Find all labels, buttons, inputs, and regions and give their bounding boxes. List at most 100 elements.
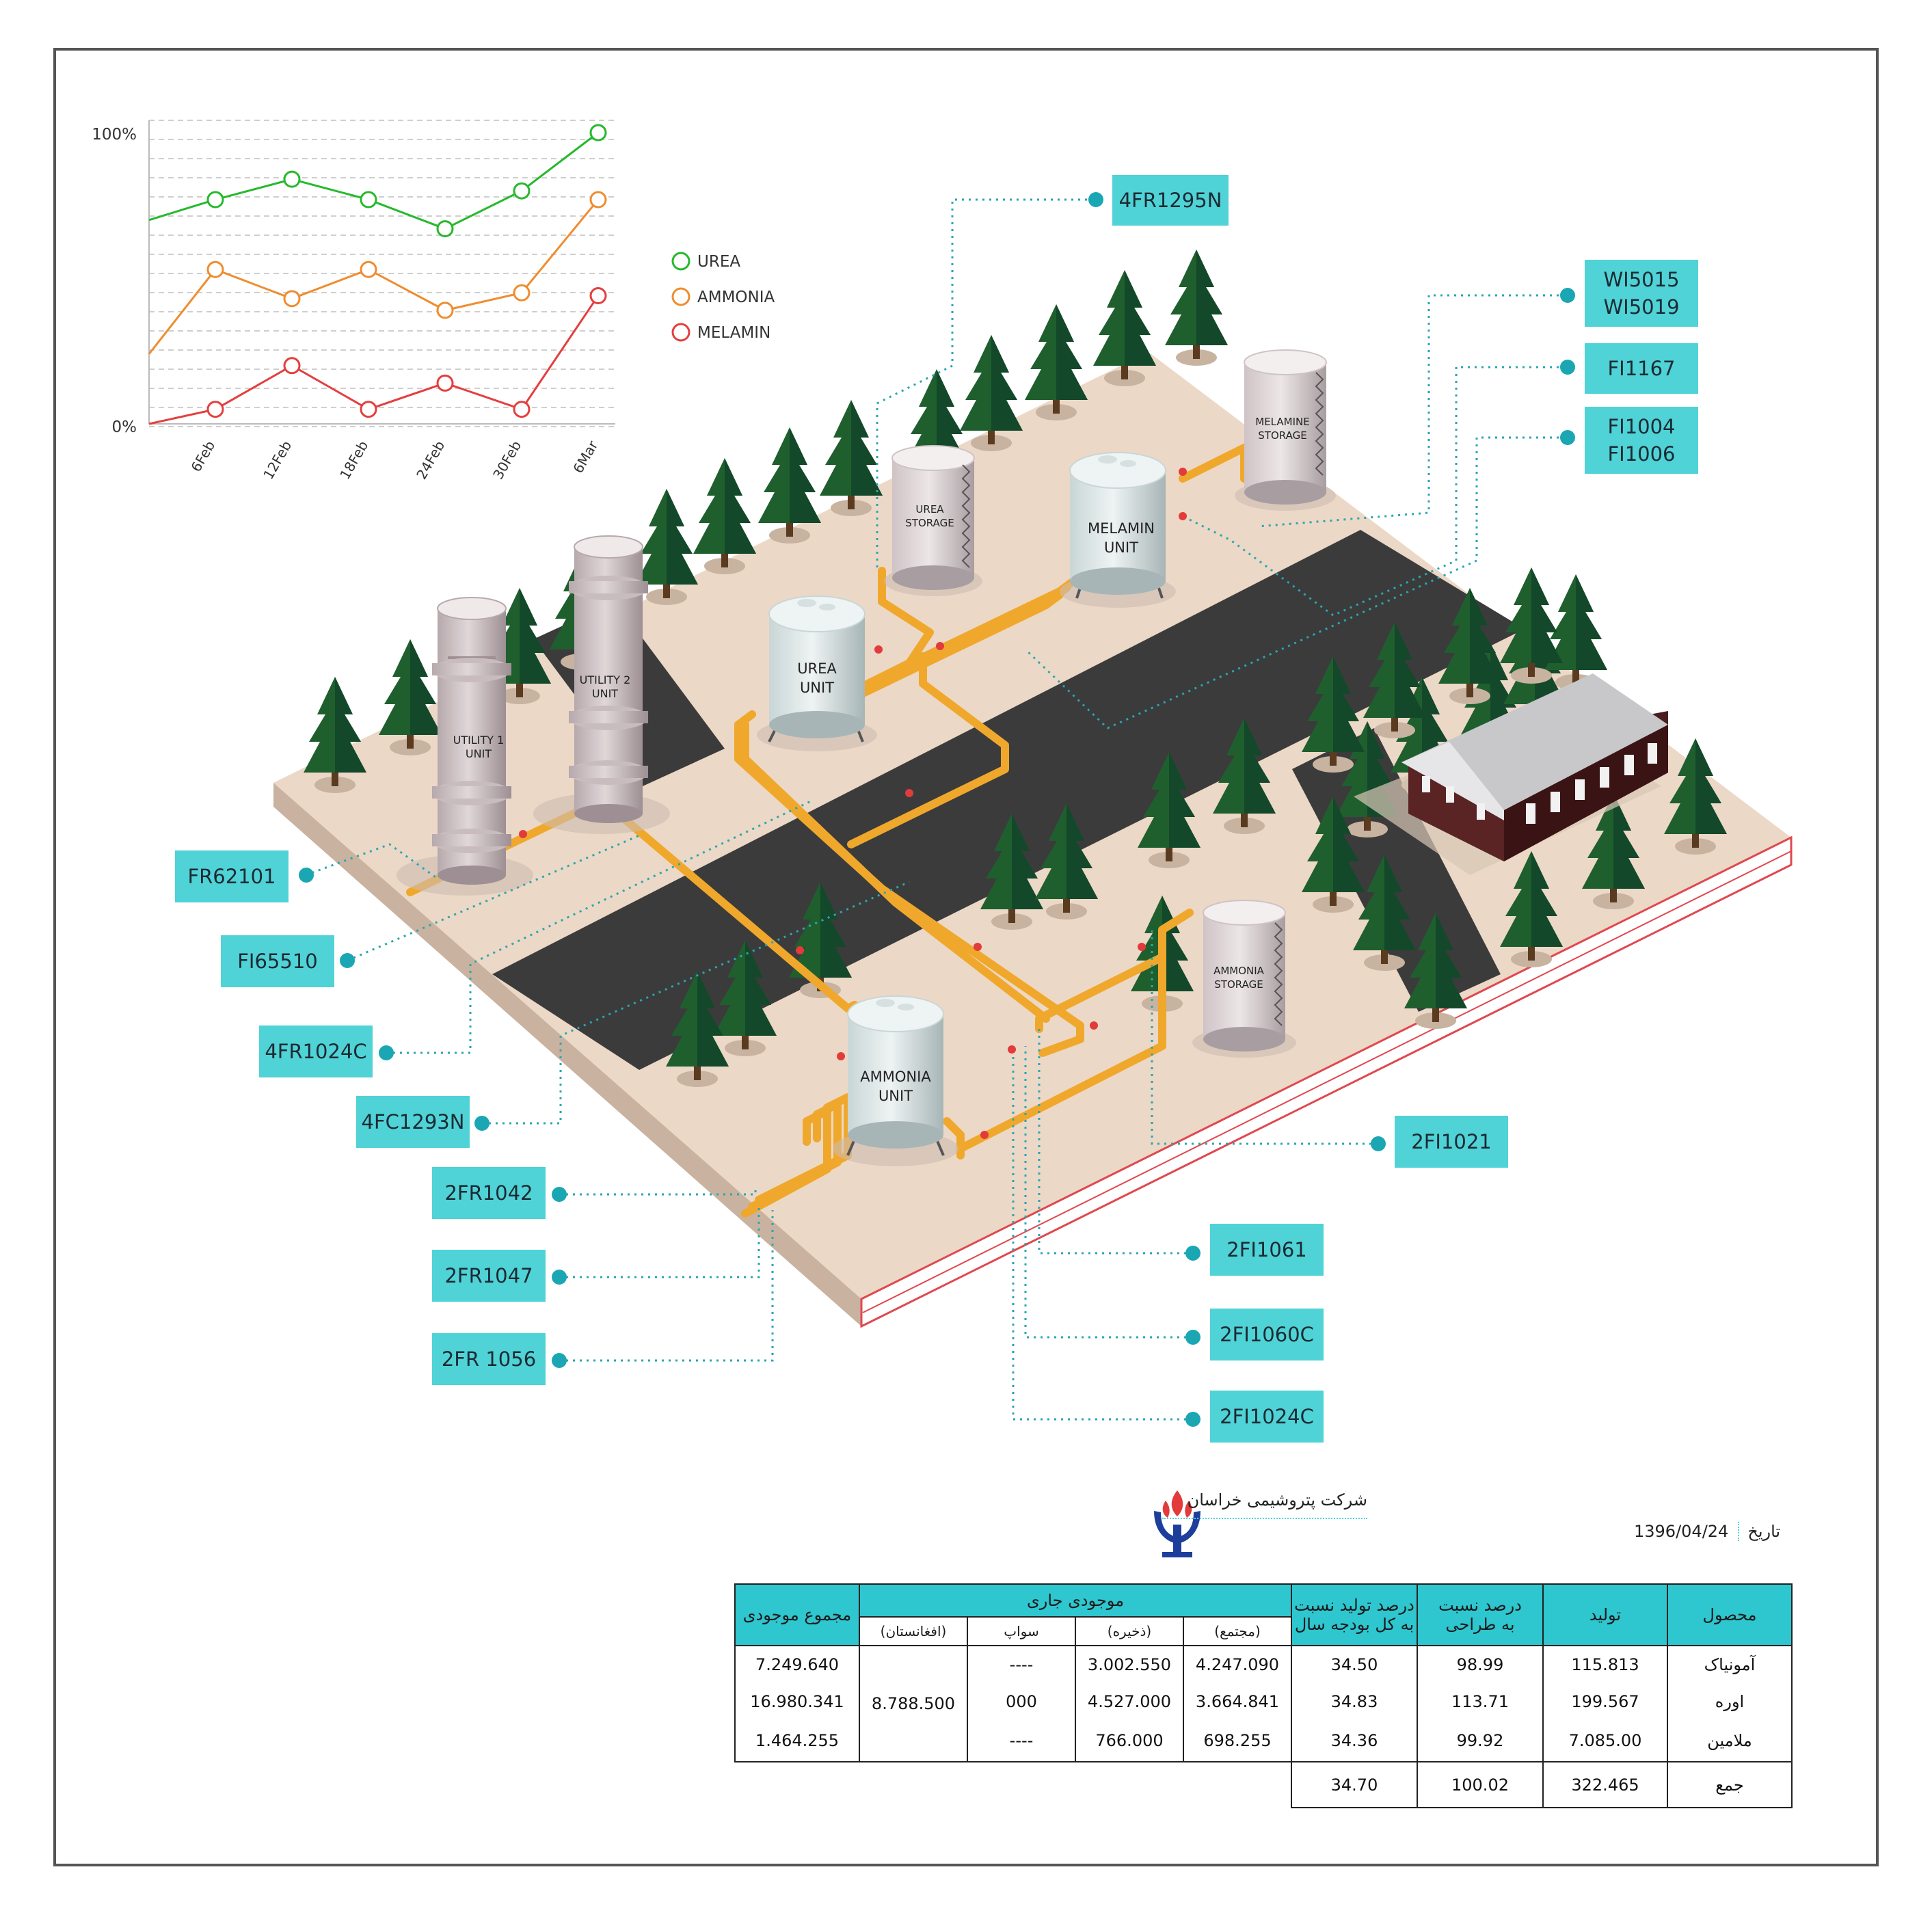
production-table: مجموع موجودی موجودی جاری درصد تولید نسبت… — [734, 1583, 1793, 1808]
isometric-plant: UREA STORAGE MELAMINE STORAGE MELAMIN UN… — [273, 192, 1793, 1427]
urea-unit-label-1: UREA — [797, 660, 837, 677]
cell-reserve: 4.527.000 — [1075, 1683, 1184, 1720]
cell-swap: ---- — [967, 1646, 1076, 1683]
urea-unit-label-2: UNIT — [800, 680, 834, 696]
main-road — [492, 530, 1525, 1070]
data-point-ammonia — [589, 191, 607, 209]
tag-2FI1024C-line1: 2FI1024C — [1220, 1405, 1314, 1428]
tag-2FI1060C-line1: 2FI1060C — [1220, 1323, 1314, 1346]
tag-4FR1024C-line1: 4FR1024C — [265, 1040, 367, 1063]
tag-2FR1056-line1: 2FR 1056 — [441, 1348, 537, 1371]
cell-design: 113.71 — [1417, 1683, 1544, 1720]
y-tick-100: 100% — [92, 126, 137, 144]
tag-FI1167[interactable]: FI1167 — [1585, 343, 1698, 394]
tag-2FI1061-line1: 2FI1061 — [1226, 1238, 1307, 1261]
legend-label-urea: UREA — [697, 253, 740, 271]
x-tick-label: 12Feb — [260, 438, 295, 483]
cell-production: 199.567 — [1542, 1683, 1668, 1720]
tag-FR62101[interactable]: FR62101 — [175, 850, 289, 902]
sum-production: 322.465 — [1542, 1761, 1668, 1808]
x-tick-label: 6Feb — [187, 438, 218, 475]
data-point-melamin — [589, 287, 607, 305]
utility-1-label-1: UTILITY 1 — [453, 734, 505, 747]
sum-label: جمع — [1667, 1761, 1793, 1808]
tag-2FI1024C[interactable]: 2FI1024C — [1210, 1391, 1324, 1443]
date-value: 1396/04/24 — [1634, 1522, 1740, 1541]
data-point-urea — [513, 182, 531, 200]
utility-2-label-2: UNIT — [592, 687, 618, 700]
tag-WI5015-line1: WI5015 — [1603, 268, 1680, 291]
header-design-pct: درصد نسبت به طراحی — [1417, 1583, 1544, 1646]
company-name: شرکت پتروشیمی خراسان — [1162, 1490, 1367, 1519]
header-production: تولید — [1542, 1583, 1668, 1646]
header-swap: سواپ — [967, 1616, 1076, 1646]
cell-production: 7.085.00 — [1542, 1720, 1668, 1762]
warehouse-building — [1354, 673, 1668, 875]
cell-product: آمونیاک — [1667, 1646, 1793, 1683]
tag-2FR1047-line1: 2FR1047 — [444, 1264, 533, 1287]
x-tick-label: 18Feb — [336, 438, 371, 483]
ammonia-storage-tank: AMMONIA STORAGE — [1192, 900, 1296, 1058]
tag-FI1004-FI1006[interactable]: FI1004 FI1006 — [1585, 407, 1698, 474]
tag-2FR1042-line1: 2FR1042 — [444, 1181, 533, 1205]
tag-2FR1056[interactable]: 2FR 1056 — [432, 1333, 546, 1385]
cell-production: 115.813 — [1542, 1646, 1668, 1683]
legend-marker-melamin — [671, 323, 690, 342]
header-complex: (مجتمع) — [1183, 1616, 1292, 1646]
melamine-storage-tank: MELAMINE STORAGE — [1235, 349, 1336, 511]
tag-4FR1295N[interactable]: 4FR1295N — [1112, 175, 1229, 226]
tag-WI5015-line2: WI5019 — [1603, 295, 1680, 319]
tag-FR62101-line1: FR62101 — [187, 865, 276, 888]
table-row-sum: 34.70 100.02 322.465 جمع — [735, 1761, 1793, 1808]
tag-2FI1061[interactable]: 2FI1061 — [1210, 1224, 1324, 1276]
legend-label-ammonia: AMMONIA — [697, 289, 775, 306]
data-point-melamin — [283, 357, 301, 375]
cell-complex: 698.255 — [1183, 1720, 1292, 1762]
legend-marker-ammonia — [671, 287, 690, 306]
x-tick-labels: 6Feb 12Feb 18Feb 24Feb 30Feb 6Mar — [187, 438, 601, 482]
cell-swap: ---- — [967, 1720, 1076, 1762]
data-point-ammonia — [436, 301, 454, 319]
tag-2FR1047[interactable]: 2FR1047 — [432, 1250, 546, 1302]
sum-budget: 34.70 — [1291, 1761, 1418, 1808]
melamine-storage-label-2: STORAGE — [1258, 429, 1306, 442]
tag-2FI1060C[interactable]: 2FI1060C — [1210, 1309, 1324, 1360]
table-row-urea: 16.980.341 000 4.527.000 3.664.841 34.83… — [734, 1683, 1793, 1720]
data-point-ammonia — [206, 260, 224, 278]
cell-design: 98.99 — [1417, 1646, 1544, 1683]
data-point-urea — [360, 191, 377, 209]
ammonia-unit-tank: AMMONIA UNIT — [833, 995, 958, 1166]
chart-legend: UREA AMMONIA MELAMIN — [671, 252, 775, 342]
header-product: محصول — [1667, 1583, 1793, 1646]
ammonia-storage-label-2: STORAGE — [1214, 978, 1263, 991]
tag-FI65510[interactable]: FI65510 — [221, 935, 334, 987]
header-design-pct-1: درصد نسبت — [1438, 1596, 1522, 1615]
tag-WI5015-WI5019[interactable]: WI5015 WI5019 — [1585, 260, 1698, 327]
tag-2FI1021[interactable]: 2FI1021 — [1395, 1116, 1508, 1168]
date-label: تاریخ — [1747, 1522, 1781, 1541]
data-point-melamin — [513, 401, 531, 418]
tag-FI65510-line1: FI65510 — [237, 950, 318, 973]
ground-left-edge — [273, 783, 861, 1326]
cell-swap: 000 — [967, 1683, 1076, 1720]
cell-design: 99.92 — [1417, 1720, 1544, 1762]
tag-4FC1293N[interactable]: 4FC1293N — [356, 1096, 470, 1148]
tag-4FC1293N-line1: 4FC1293N — [361, 1110, 465, 1134]
cell-reserve: 3.002.550 — [1075, 1646, 1184, 1683]
header-current-stock: موجودی جاری — [859, 1583, 1292, 1618]
date-block: 1396/04/24 تاریخ — [1634, 1522, 1780, 1541]
header-total-stock: مجموع موجودی — [734, 1583, 860, 1646]
cell-budget: 34.83 — [1291, 1683, 1418, 1720]
tag-4FR1024C[interactable]: 4FR1024C — [259, 1025, 373, 1077]
data-point-ammonia — [283, 290, 301, 308]
data-point-melamin — [206, 401, 224, 418]
header-design-pct-2: به طراحی — [1445, 1615, 1515, 1634]
tag-2FR1042[interactable]: 2FR1042 — [432, 1167, 546, 1219]
cell-reserve: 766.000 — [1075, 1720, 1184, 1762]
cell-afghan: 8.788.500 — [859, 1645, 968, 1762]
pine-tree — [1165, 250, 1228, 366]
x-tick-label: 6Mar — [569, 438, 601, 476]
data-point-urea — [283, 170, 301, 188]
valves — [519, 468, 1187, 1139]
